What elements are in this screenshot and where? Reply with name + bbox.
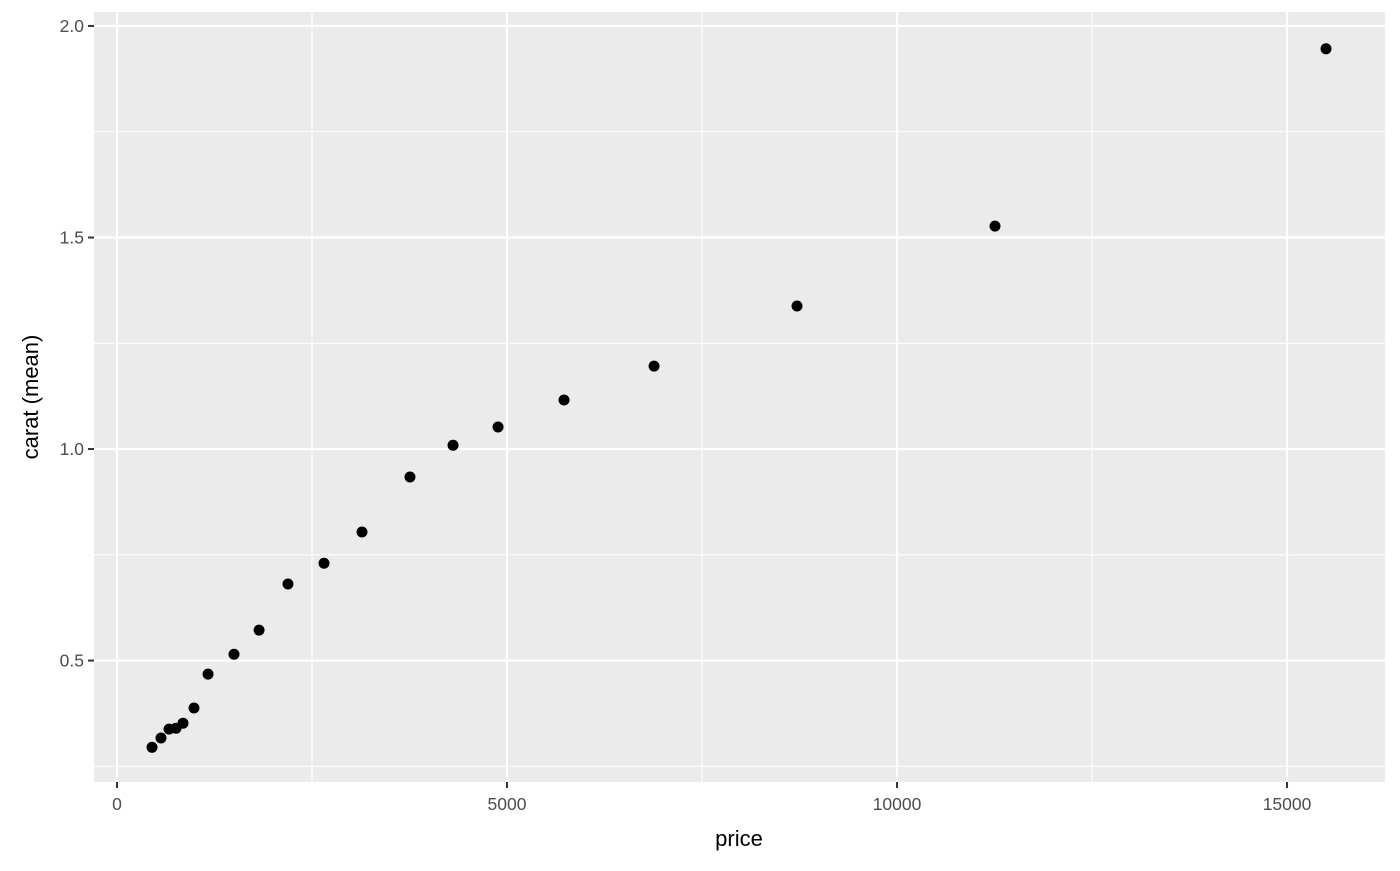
data-point (146, 741, 158, 753)
x-tick-label: 0 (112, 794, 122, 814)
data-point (648, 360, 660, 372)
data-point (404, 471, 416, 483)
y-tick-label: 1.5 (60, 228, 84, 248)
x-tick-label: 15000 (1263, 794, 1312, 814)
data-point (558, 394, 570, 406)
data-point (492, 421, 504, 433)
y-tick-label: 1.0 (60, 439, 85, 459)
x-tick-label: 10000 (873, 794, 922, 814)
y-tick-label: 2.0 (60, 16, 85, 36)
data-point (318, 557, 330, 569)
data-point (155, 732, 167, 744)
plot-panel (94, 12, 1385, 782)
data-point (447, 439, 459, 451)
data-point (989, 220, 1001, 232)
y-tick-label: 0.5 (60, 651, 84, 671)
data-point (188, 702, 200, 714)
data-point (202, 668, 214, 680)
data-point (282, 578, 294, 590)
points (146, 43, 1332, 753)
y-axis-label: carat (mean) (18, 335, 43, 460)
axes: 0 5000 10000 15000 0.5 1.0 1.5 2.0 (60, 16, 1312, 814)
x-tick-label: 5000 (488, 794, 527, 814)
data-point (1320, 43, 1332, 55)
data-point (356, 526, 368, 538)
data-point (253, 624, 265, 636)
gridlines (94, 12, 1385, 782)
data-point (177, 717, 189, 729)
x-axis-label: price (715, 826, 763, 851)
data-point (228, 648, 240, 660)
data-point (791, 300, 803, 312)
